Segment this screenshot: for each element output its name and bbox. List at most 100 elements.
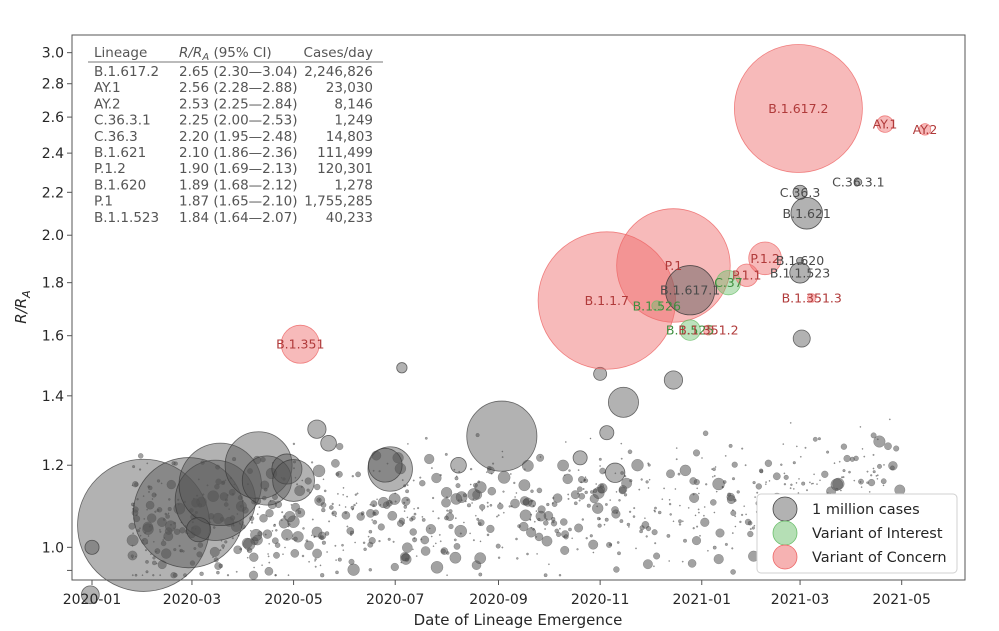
background-point	[207, 490, 219, 502]
labeled-point	[733, 44, 863, 173]
labeled-point	[735, 263, 759, 287]
background-point	[151, 492, 157, 498]
table-cell-lineage: B.1.617.2	[94, 64, 159, 80]
background-point	[376, 498, 378, 501]
background-point	[838, 460, 841, 463]
background-point	[160, 482, 163, 485]
background-point	[678, 519, 682, 524]
background-point	[543, 573, 548, 578]
background-point	[191, 521, 194, 524]
background-point	[368, 537, 376, 545]
background-point	[402, 542, 413, 553]
background-point	[876, 477, 879, 480]
background-point	[568, 527, 572, 532]
background-point	[335, 559, 337, 561]
background-point	[647, 463, 651, 467]
x-tick-label: 2020-07	[366, 592, 425, 608]
background-point	[453, 468, 456, 471]
background-point	[285, 537, 288, 540]
background-point	[454, 476, 459, 481]
background-point	[432, 545, 435, 548]
background-point	[183, 500, 186, 504]
labeled-point	[280, 324, 320, 364]
background-point	[413, 507, 415, 510]
labeled-point	[703, 324, 714, 336]
background-point	[727, 492, 731, 497]
background-point	[173, 548, 177, 552]
large-point	[174, 459, 256, 541]
labeled-point	[792, 184, 808, 200]
background-point	[346, 495, 348, 498]
table-header-lineage: Lineage	[94, 45, 147, 61]
background-point	[453, 543, 461, 550]
background-point	[463, 521, 465, 524]
background-point	[526, 552, 529, 556]
background-point	[479, 504, 486, 511]
background-point	[571, 537, 574, 540]
background-point	[782, 443, 785, 445]
background-point	[481, 509, 484, 512]
background-point	[392, 540, 395, 543]
point-label: AY.2	[913, 122, 938, 137]
labeled-point	[854, 178, 863, 187]
background-point	[783, 483, 787, 486]
background-point	[372, 519, 378, 525]
background-point	[509, 473, 512, 475]
background-point	[440, 547, 449, 555]
legend-label-other: 1 million cases	[812, 502, 920, 518]
background-point	[230, 521, 242, 532]
background-point	[430, 467, 433, 470]
background-point	[859, 426, 862, 428]
point-labels-layer: B.1.617.2 AY.1 AY.2 C.36.3.1 C.36.3 B.1.621 P.…	[276, 101, 937, 352]
background-point	[783, 474, 789, 480]
y-tick-label: 2.4	[42, 146, 64, 162]
background-point	[573, 501, 578, 506]
background-point	[890, 465, 895, 471]
background-point	[372, 504, 375, 507]
legend-swatch-other	[772, 496, 798, 522]
background-point	[159, 530, 162, 533]
background-point	[713, 554, 724, 565]
background-point	[346, 525, 349, 528]
background-point	[628, 526, 630, 528]
background-point	[370, 500, 378, 508]
table-cell-rr: 2.53 (2.25—2.84)	[179, 96, 298, 112]
table-cell-cases: 1,755,285	[304, 194, 373, 210]
background-point	[795, 482, 798, 484]
background-point	[278, 518, 290, 529]
background-point	[681, 520, 684, 523]
background-point	[853, 479, 856, 482]
background-point	[724, 455, 727, 457]
background-point	[454, 517, 457, 520]
background-point	[812, 436, 818, 442]
background-point	[159, 529, 161, 531]
background-point	[501, 456, 504, 459]
background-point	[292, 531, 304, 543]
large-point	[271, 453, 303, 485]
background-point	[672, 520, 675, 523]
background-point	[390, 562, 399, 572]
background-point	[446, 509, 449, 512]
table-cell-cases: 14,803	[326, 129, 373, 145]
background-point	[486, 505, 489, 508]
background-point	[759, 469, 764, 474]
background-point	[702, 430, 709, 437]
background-point	[710, 499, 717, 506]
background-point	[745, 513, 747, 516]
background-point	[653, 509, 656, 512]
background-point	[336, 470, 343, 478]
table-cell-cases: 40,233	[326, 210, 373, 226]
background-point	[513, 481, 516, 485]
background-point	[162, 518, 166, 521]
background-point	[589, 534, 593, 538]
background-point	[247, 468, 253, 475]
background-point	[696, 487, 699, 490]
background-point	[400, 553, 412, 565]
background-point	[578, 499, 581, 502]
background-point	[713, 474, 716, 477]
background-point	[170, 523, 172, 526]
background-point	[516, 557, 519, 560]
background-point	[268, 561, 271, 564]
table-cell-cases: 1,278	[334, 177, 373, 193]
background-point	[369, 503, 372, 506]
